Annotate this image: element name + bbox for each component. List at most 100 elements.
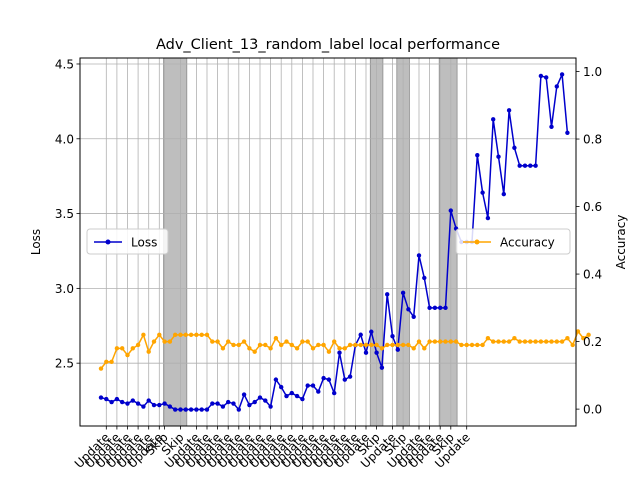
point-accuracy-84 bbox=[544, 339, 549, 344]
point-accuracy-14 bbox=[173, 332, 178, 338]
point-accuracy-83 bbox=[538, 339, 544, 344]
point-accuracy-17 bbox=[188, 332, 194, 338]
point-accuracy-12 bbox=[162, 339, 167, 344]
point-loss-77 bbox=[506, 108, 512, 113]
point-loss-25 bbox=[231, 401, 236, 406]
point-accuracy-92 bbox=[586, 332, 591, 338]
point-accuracy-19 bbox=[199, 332, 204, 338]
point-accuracy-59 bbox=[411, 346, 416, 351]
point-loss-16 bbox=[183, 407, 188, 412]
point-accuracy-62 bbox=[427, 339, 432, 344]
point-loss-35 bbox=[284, 393, 289, 399]
point-accuracy-71 bbox=[475, 342, 480, 348]
legend-accuracy-box bbox=[455, 228, 571, 255]
y-tick-label-right-5: 1.0 bbox=[583, 65, 602, 79]
point-loss-88 bbox=[565, 130, 570, 135]
point-accuracy-13 bbox=[167, 339, 173, 344]
point-loss-78 bbox=[512, 145, 517, 150]
point-accuracy-68 bbox=[459, 342, 464, 348]
point-loss-63 bbox=[432, 305, 438, 311]
point-loss-72 bbox=[480, 190, 485, 195]
point-accuracy-85 bbox=[549, 339, 554, 344]
point-loss-87 bbox=[559, 72, 565, 77]
chart-title: Adv_Client_13_random_label local perform… bbox=[156, 37, 500, 53]
point-loss-64 bbox=[438, 305, 443, 311]
point-loss-49 bbox=[358, 332, 363, 337]
skip-regions bbox=[163, 57, 458, 427]
point-loss-28 bbox=[247, 402, 252, 408]
point-loss-86 bbox=[554, 84, 559, 89]
point-accuracy-25 bbox=[231, 342, 236, 348]
point-loss-47 bbox=[347, 374, 353, 379]
axes: UpdateUpdateUpdateUpdateUpdateUpdateSkip… bbox=[55, 57, 602, 470]
point-accuracy-77 bbox=[506, 339, 512, 344]
point-accuracy-74 bbox=[491, 339, 496, 344]
point-loss-41 bbox=[316, 389, 321, 394]
point-accuracy-63 bbox=[432, 339, 438, 344]
point-accuracy-23 bbox=[220, 346, 226, 351]
y-tick-label-right-4: 0.8 bbox=[583, 133, 602, 147]
point-accuracy-27 bbox=[241, 339, 247, 344]
point-loss-14 bbox=[173, 407, 178, 412]
point-accuracy-61 bbox=[422, 346, 427, 351]
point-accuracy-34 bbox=[279, 342, 284, 348]
point-loss-57 bbox=[400, 290, 406, 296]
point-loss-31 bbox=[263, 398, 268, 403]
point-loss-32 bbox=[268, 404, 273, 409]
point-loss-37 bbox=[294, 393, 300, 399]
point-accuracy-55 bbox=[390, 342, 395, 348]
point-loss-66 bbox=[448, 208, 453, 213]
point-loss-83 bbox=[538, 73, 544, 79]
point-accuracy-11 bbox=[157, 332, 162, 338]
point-loss-15 bbox=[178, 407, 183, 412]
point-loss-43 bbox=[326, 377, 332, 382]
point-accuracy-22 bbox=[215, 339, 220, 344]
point-loss-54 bbox=[385, 292, 390, 297]
plot-frame bbox=[79, 57, 577, 427]
point-loss-29 bbox=[252, 399, 257, 405]
point-accuracy-67 bbox=[453, 339, 459, 344]
point-loss-9 bbox=[146, 398, 151, 403]
point-accuracy-45 bbox=[337, 346, 342, 351]
point-loss-33 bbox=[273, 377, 279, 382]
point-loss-80 bbox=[522, 163, 528, 168]
point-accuracy-86 bbox=[554, 339, 559, 344]
point-accuracy-9 bbox=[146, 349, 151, 354]
point-accuracy-1 bbox=[104, 359, 109, 365]
point-accuracy-38 bbox=[300, 339, 305, 344]
legend-loss-box bbox=[86, 228, 169, 255]
point-loss-18 bbox=[194, 407, 199, 412]
point-accuracy-29 bbox=[252, 349, 257, 354]
point-accuracy-8 bbox=[141, 332, 146, 338]
point-accuracy-90 bbox=[575, 329, 581, 334]
point-accuracy-39 bbox=[305, 339, 310, 344]
point-accuracy-31 bbox=[263, 342, 268, 348]
point-accuracy-79 bbox=[517, 339, 522, 344]
point-accuracy-69 bbox=[464, 342, 469, 348]
point-loss-56 bbox=[395, 347, 400, 352]
point-accuracy-44 bbox=[332, 339, 337, 344]
point-accuracy-26 bbox=[236, 342, 241, 348]
point-accuracy-6 bbox=[130, 346, 135, 351]
point-accuracy-76 bbox=[501, 339, 506, 344]
point-loss-45 bbox=[337, 350, 342, 355]
point-loss-52 bbox=[374, 350, 379, 355]
legend-accuracy-label: Accuracy bbox=[500, 236, 555, 250]
point-loss-13 bbox=[167, 404, 173, 409]
point-loss-26 bbox=[236, 407, 241, 412]
point-accuracy-70 bbox=[469, 342, 475, 348]
point-loss-19 bbox=[199, 407, 204, 412]
point-accuracy-60 bbox=[416, 339, 422, 344]
point-accuracy-42 bbox=[321, 342, 326, 348]
point-loss-36 bbox=[289, 390, 294, 396]
point-loss-81 bbox=[528, 163, 533, 168]
point-accuracy-5 bbox=[125, 352, 130, 358]
legend-loss: Loss bbox=[86, 228, 169, 255]
point-loss-55 bbox=[390, 334, 395, 339]
point-loss-11 bbox=[157, 402, 162, 408]
point-loss-85 bbox=[549, 124, 554, 130]
point-loss-44 bbox=[332, 390, 337, 396]
point-loss-27 bbox=[241, 392, 247, 397]
point-loss-60 bbox=[416, 253, 422, 258]
point-loss-30 bbox=[257, 395, 263, 400]
